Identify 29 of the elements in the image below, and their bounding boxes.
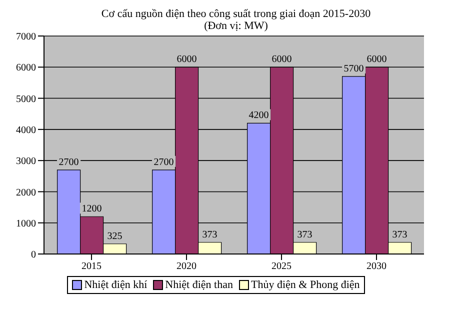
data-label: 325	[107, 230, 122, 242]
data-label: 373	[202, 229, 218, 240]
data-label: 6000	[366, 54, 387, 66]
x-tick-label: 2015	[82, 261, 102, 272]
legend-label: Nhiệt điện than	[164, 279, 233, 291]
y-tick-label: 7000	[16, 32, 36, 43]
y-tick-label: 5000	[16, 94, 36, 105]
data-label: 373	[297, 229, 312, 240]
chart-subtitle: (Đơn vị: MW)	[203, 20, 269, 32]
x-tick-label: 2020	[176, 261, 196, 272]
legend-label: Nhiệt điện khí	[83, 279, 148, 291]
x-tick-label: 2025	[272, 261, 292, 272]
data-label: 2700	[58, 156, 79, 168]
data-label: 1200	[82, 204, 102, 215]
data-label: 6000	[272, 54, 292, 66]
y-tick-label: 2000	[16, 187, 36, 198]
data-label: 2700	[154, 156, 174, 168]
y-tick-label: 3000	[16, 156, 36, 168]
y-tick-label: 4000	[16, 124, 36, 136]
data-label: 4200	[248, 110, 269, 122]
x-tick-label: 2030	[366, 261, 386, 272]
chart-title: Cơ cấu nguồn điện theo công suất trong giai đoạn 2015-2030	[100, 8, 372, 20]
legend-label: Thủy điện & Phong điện	[250, 279, 360, 291]
y-tick-label: 0	[31, 250, 36, 261]
data-label: 373	[392, 229, 408, 240]
data-label: 5700	[344, 63, 364, 74]
y-tick-label: 6000	[16, 62, 36, 74]
data-label: 6000	[176, 54, 197, 66]
y-tick-label: 1000	[16, 218, 36, 230]
